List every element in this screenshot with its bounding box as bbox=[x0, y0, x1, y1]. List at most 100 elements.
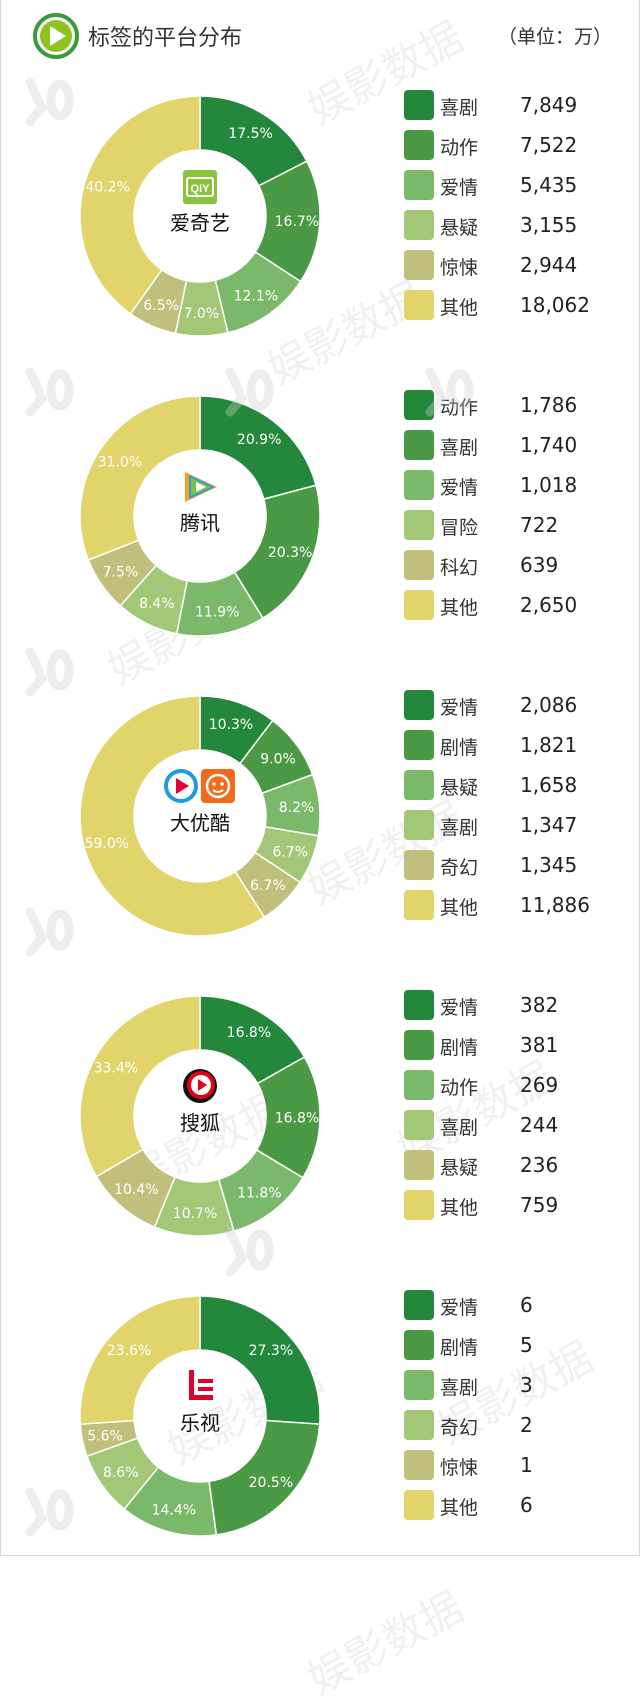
slice-percent-label: 16.8% bbox=[227, 1025, 271, 1041]
donut-slice bbox=[79, 995, 201, 1178]
slice-percent-label: 11.8% bbox=[237, 1186, 281, 1202]
legend-item: 冒险 722 bbox=[404, 510, 634, 542]
donut-chart: 27.3% 20.5% 14.4% 8.6% 5.6% 23.6% bbox=[79, 1295, 321, 1537]
legend-value: 3 bbox=[520, 1373, 533, 1397]
slice-percent-label: 16.8% bbox=[275, 1110, 319, 1126]
legend-swatch bbox=[404, 890, 434, 920]
legend-category-label: 喜剧 bbox=[440, 437, 479, 459]
legend-item: 爱情 6 bbox=[404, 1290, 634, 1322]
legend-item: 悬疑 3,155 bbox=[404, 210, 634, 242]
slice-percent-label: 7.0% bbox=[184, 306, 220, 322]
legend-value: 1,740 bbox=[520, 433, 578, 457]
slice-percent-label: 17.5% bbox=[228, 126, 272, 142]
play-icon bbox=[33, 13, 79, 59]
platform-section: 10.3% 9.0% 8.2% 6.7% 6.7% 59.0% 大优酷 爱情 2,086 剧情 1,… bbox=[0, 686, 640, 986]
iqiyi-logo-icon: QIY bbox=[183, 170, 217, 204]
legend-item: 喜剧 3 bbox=[404, 1370, 634, 1402]
legend-swatch bbox=[404, 430, 434, 460]
slice-percent-label: 8.6% bbox=[103, 1465, 139, 1481]
donut-slice bbox=[199, 1295, 321, 1425]
slice-percent-label: 23.6% bbox=[107, 1343, 151, 1359]
legend-value: 1,018 bbox=[520, 473, 578, 497]
slice-percent-label: 20.5% bbox=[249, 1475, 293, 1491]
legend-category-label: 冒险 bbox=[440, 517, 479, 539]
donut-chart: 10.3% 9.0% 8.2% 6.7% 6.7% 59.0% bbox=[79, 695, 321, 937]
legend-swatch bbox=[404, 1490, 434, 1520]
letv-logo bbox=[135, 1361, 265, 1405]
legend-item: 喜剧 1,347 bbox=[404, 810, 634, 842]
platform-name: 乐视 bbox=[180, 1411, 220, 1435]
slice-percent-label: 16.7% bbox=[275, 214, 319, 230]
donut-slice bbox=[199, 395, 317, 501]
legend-value: 236 bbox=[520, 1153, 559, 1177]
legend-swatch bbox=[404, 1190, 434, 1220]
slice-percent-label: 11.9% bbox=[195, 604, 239, 620]
legend-swatch bbox=[404, 1450, 434, 1480]
legend-item: 爱情 2,086 bbox=[404, 690, 634, 722]
legend-item: 剧情 1,821 bbox=[404, 730, 634, 762]
legend-category-label: 剧情 bbox=[440, 1037, 479, 1059]
legend-swatch bbox=[404, 510, 434, 540]
tencent-video-logo-icon bbox=[185, 472, 217, 502]
legend-category-label: 悬疑 bbox=[440, 217, 479, 239]
donut-slice bbox=[79, 695, 266, 937]
legend-item: 悬疑 236 bbox=[404, 1150, 634, 1182]
legend-swatch bbox=[404, 1110, 434, 1140]
legend-category-label: 爱情 bbox=[440, 997, 479, 1019]
legend-value: 6 bbox=[520, 1293, 533, 1317]
legend-value: 6 bbox=[520, 1493, 533, 1517]
legend-value: 722 bbox=[520, 513, 559, 537]
legend-swatch bbox=[404, 1410, 434, 1440]
legend-item: 其他 6 bbox=[404, 1490, 634, 1522]
donut-slice bbox=[79, 95, 201, 315]
legend-value: 2 bbox=[520, 1413, 533, 1437]
legend-value: 1,347 bbox=[520, 813, 578, 837]
platform-section: 16.8% 16.8% 11.8% 10.7% 10.4% 33.4% 搜狐 爱情 382 剧情 3… bbox=[0, 986, 640, 1286]
platform-name: 搜狐 bbox=[180, 1111, 220, 1135]
legend-swatch bbox=[404, 990, 434, 1020]
legend-swatch bbox=[404, 1070, 434, 1100]
legend-swatch bbox=[404, 470, 434, 500]
legend-item: 喜剧 1,740 bbox=[404, 430, 634, 462]
legend-swatch bbox=[404, 130, 434, 160]
legend-category-label: 其他 bbox=[440, 597, 479, 619]
legend-category-label: 奇幻 bbox=[440, 857, 479, 879]
legend-value: 5 bbox=[520, 1333, 533, 1357]
legend-item: 惊悚 1 bbox=[404, 1450, 634, 1482]
legend-category-label: 喜剧 bbox=[440, 1117, 479, 1139]
legend-category-label: 其他 bbox=[440, 1197, 479, 1219]
legend-item: 爱情 5,435 bbox=[404, 170, 634, 202]
legend-swatch bbox=[404, 690, 434, 720]
legend-item: 奇幻 1,345 bbox=[404, 850, 634, 882]
legend-value: 2,650 bbox=[520, 593, 578, 617]
legend-value: 2,086 bbox=[520, 693, 578, 717]
legend-category-label: 爱情 bbox=[440, 177, 479, 199]
legend-category-label: 惊悚 bbox=[440, 257, 479, 279]
slice-percent-label: 6.7% bbox=[272, 845, 308, 861]
legend-item: 爱情 382 bbox=[404, 990, 634, 1022]
legend-value: 7,522 bbox=[520, 133, 578, 157]
slice-percent-label: 6.5% bbox=[143, 298, 179, 314]
legend-swatch bbox=[404, 210, 434, 240]
legend-item: 科幻 639 bbox=[404, 550, 634, 582]
legend-category-label: 奇幻 bbox=[440, 1417, 479, 1439]
legend-value: 382 bbox=[520, 993, 559, 1017]
slice-percent-label: 5.6% bbox=[87, 1429, 123, 1445]
platform-badge: 搜狐 bbox=[135, 1061, 265, 1171]
youku-tudou-logo-icon bbox=[164, 769, 235, 803]
sohu-video-logo-icon bbox=[183, 1069, 217, 1103]
legend-item: 剧情 5 bbox=[404, 1330, 634, 1362]
donut-slice bbox=[79, 395, 201, 561]
legend-item: 惊悚 2,944 bbox=[404, 250, 634, 282]
legend-item: 爱情 1,018 bbox=[404, 470, 634, 502]
slice-percent-label: 10.3% bbox=[209, 717, 253, 733]
legend-swatch bbox=[404, 290, 434, 320]
slice-percent-label: 20.9% bbox=[237, 432, 281, 448]
legend-category-label: 喜剧 bbox=[440, 817, 479, 839]
slice-percent-label: 33.4% bbox=[94, 1061, 138, 1077]
legend-category-label: 爱情 bbox=[440, 477, 479, 499]
legend-value: 11,886 bbox=[520, 893, 590, 917]
legend-value: 759 bbox=[520, 1193, 559, 1217]
slice-percent-label: 31.0% bbox=[98, 454, 142, 470]
donut-chart: 17.5% 16.7% 12.1% 7.0% 6.5% 40.2% bbox=[79, 95, 321, 337]
